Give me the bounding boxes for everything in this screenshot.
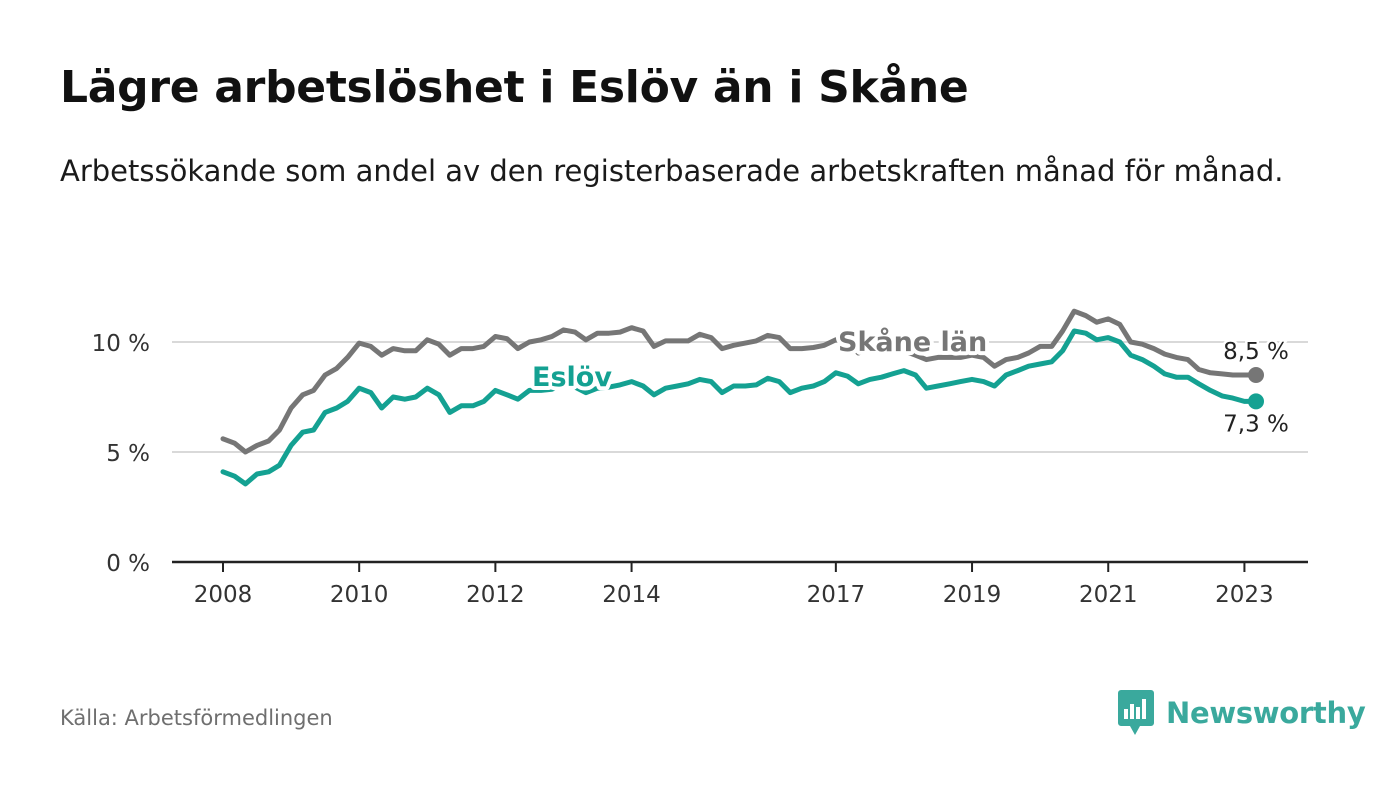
chart-subtitle: Arbetssökande som andel av den registerb…	[60, 154, 1284, 188]
series-end-marker	[1248, 393, 1264, 410]
labels: Skåne län Eslöv 8,5 % 7,3 %	[528, 322, 1291, 440]
series-end-marker	[1248, 367, 1264, 383]
end-value-label: 8,5 %	[1223, 339, 1289, 365]
y-tick-label: 10 %	[92, 331, 150, 357]
series-line-eslov	[220, 328, 1259, 487]
axes: 0 % 5 % 10 % 2008 2010 2012 2014 2017 2019 2021 20…	[92, 331, 1308, 608]
y-tick-label: 5 %	[106, 441, 150, 467]
line-chart: 0 % 5 % 10 % 2008 2010 2012 2014 2017 2019 2021 20…	[92, 308, 1308, 608]
series-name-label: Eslöv	[532, 362, 612, 393]
brand-name: Newsworthy	[1166, 696, 1366, 730]
series-name-label: Skåne län	[838, 326, 987, 358]
x-tick-label: 2019	[943, 582, 1002, 608]
series-lines	[220, 308, 1264, 487]
x-tick-label: 2017	[807, 582, 866, 608]
x-tick-label: 2021	[1079, 582, 1138, 608]
y-tick-label: 0 %	[106, 551, 150, 577]
x-tick-label: 2012	[466, 582, 525, 608]
newsworthy-logo-icon	[1118, 690, 1154, 735]
x-tick-label: 2023	[1215, 582, 1274, 608]
series-line-skane	[220, 308, 1259, 455]
x-tick-label: 2008	[194, 582, 253, 608]
source-note: Källa: Arbetsförmedlingen	[60, 706, 333, 730]
chart-title: Lägre arbetslöshet i Eslöv än i Skåne	[60, 62, 969, 113]
x-tick-label: 2010	[330, 582, 389, 608]
brand-logo[interactable]: Newsworthy	[1118, 690, 1366, 736]
end-value-label: 7,3 %	[1223, 411, 1289, 437]
x-tick-label: 2014	[602, 582, 661, 608]
